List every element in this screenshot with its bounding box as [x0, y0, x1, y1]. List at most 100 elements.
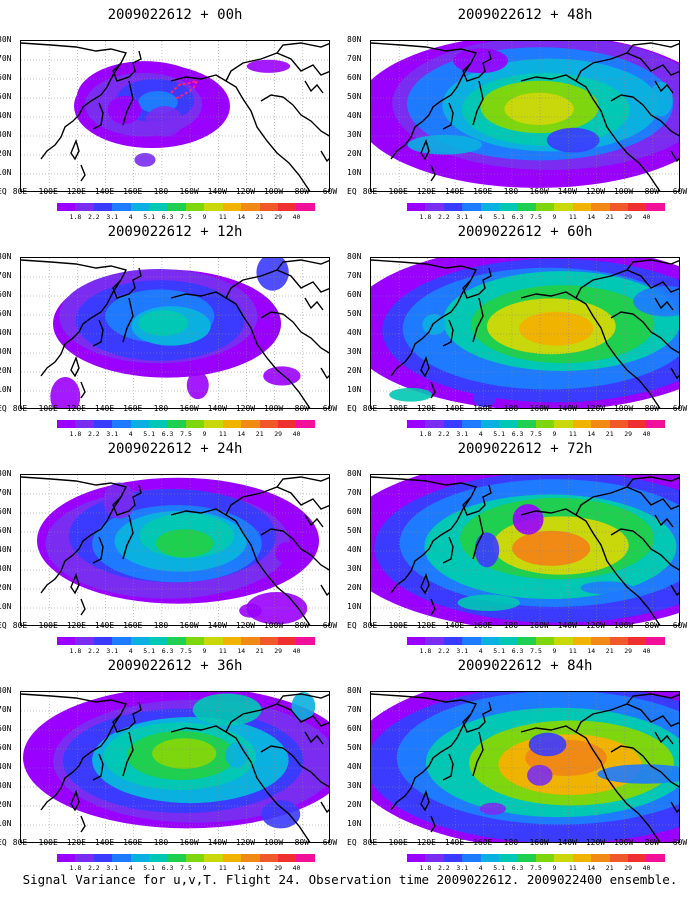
colorbar-level-label: 9	[202, 647, 207, 655]
coastline	[670, 367, 679, 380]
colorbar-level-label: 7.5	[180, 864, 192, 872]
coastline	[170, 291, 311, 408]
latitude-label: 30N	[0, 130, 12, 139]
colorbar-swatch	[591, 854, 610, 862]
longitude-label: 60W	[322, 187, 338, 196]
coastline	[520, 291, 661, 408]
latitude-label: 50N	[0, 92, 12, 101]
coastline	[304, 80, 324, 94]
forecast-panel: 2009022612 + 24h 80N 70N 60N 50N 40N 30N 20N 10N…	[0, 434, 340, 655]
colorbar-swatch	[149, 203, 168, 211]
longitude-label: 100E	[388, 621, 408, 630]
colorbar-level-label: 7.5	[530, 647, 542, 655]
latitude-label: 20N	[347, 583, 362, 592]
coastline	[575, 52, 679, 82]
colorbar-level-label: 7.5	[530, 864, 542, 872]
colorbar-swatch	[185, 854, 205, 862]
coastline	[442, 319, 454, 347]
colorbar-swatch	[278, 420, 297, 428]
latitude-label: 10N	[0, 602, 12, 611]
longitude-label: 80W	[294, 621, 310, 630]
forecast-panel: 2009022612 + 48h 80N 70N 60N 50N 40N 30N 20N 10N…	[347, 0, 690, 221]
colorbar-swatch	[296, 637, 315, 645]
longitude-label: 60W	[672, 838, 688, 847]
latitude-label: 70N	[347, 271, 362, 280]
colorbar-level-label: 4	[128, 213, 133, 221]
colorbar-level-label: 29	[624, 864, 633, 872]
latitude-label: 60N	[347, 290, 362, 299]
coastline	[654, 297, 674, 311]
colorbar-level-label: 3.1	[456, 647, 469, 655]
colorbar-swatch	[425, 420, 444, 428]
colorbar-swatch	[554, 203, 573, 211]
latitude-label: 10N	[0, 819, 12, 828]
coastline	[92, 536, 104, 564]
colorbar-swatch	[75, 854, 94, 862]
colorbar-swatch	[130, 854, 150, 862]
longitude-label: 140W	[557, 621, 577, 630]
colorbar-level-label: 21	[605, 647, 614, 655]
coastline	[670, 801, 679, 814]
variance-patch	[407, 134, 483, 155]
colorbar-level-label: 11	[568, 647, 577, 655]
colorbar-swatch	[425, 854, 444, 862]
latitude-label: 20N	[0, 149, 12, 158]
latitude-label: 30N	[347, 781, 362, 790]
colorbar-swatch	[75, 203, 94, 211]
colorbar-swatch	[185, 203, 205, 211]
coastline	[610, 745, 679, 788]
latitude-label: 40N	[347, 111, 362, 120]
latitude-label: 10N	[0, 168, 12, 177]
longitude-label: 100E	[388, 187, 408, 196]
colorbar-swatch	[572, 203, 592, 211]
colorbar-level-label: 4	[128, 647, 133, 655]
colorbar-swatch	[149, 637, 168, 645]
colorbar-swatch	[93, 637, 113, 645]
colorbar-swatch	[204, 203, 223, 211]
longitude-label: 100W	[613, 187, 634, 196]
coastline	[472, 297, 484, 343]
coastline	[420, 138, 430, 161]
colorbar-level-label: 1.8	[69, 864, 82, 872]
coastline	[610, 311, 679, 354]
variance-patch	[186, 371, 209, 400]
colorbar-level-label: 6.3	[161, 213, 174, 221]
coastline	[260, 94, 329, 137]
coastline	[170, 508, 311, 625]
colorbar-swatch	[443, 420, 463, 428]
colorbar-level-label: 21	[605, 864, 614, 872]
coastline	[654, 80, 674, 94]
variance-map	[20, 40, 330, 192]
longitude-label: 120E	[416, 187, 436, 196]
colorbar-swatch	[296, 420, 315, 428]
coastline	[420, 789, 430, 812]
longitude-label: 100E	[38, 621, 58, 630]
longitude-label: 120W	[585, 621, 606, 630]
colorbar-swatch	[222, 203, 242, 211]
coastline	[575, 269, 679, 299]
longitude-label: 120W	[235, 838, 256, 847]
colorbar-level-label: 6.3	[511, 213, 524, 221]
coastline	[21, 693, 142, 733]
colorbar-swatch	[241, 420, 260, 428]
longitude-label: 80E	[362, 838, 378, 847]
longitude-label: 120W	[585, 838, 606, 847]
variance-map	[370, 691, 680, 843]
colorbar-swatch	[204, 420, 223, 428]
colorbar-swatch	[480, 637, 500, 645]
colorbar-level-label: 5.1	[493, 430, 506, 438]
colorbar-swatch	[407, 854, 426, 862]
colorbar-level-label: 14	[237, 864, 246, 872]
coastline	[225, 269, 329, 299]
colorbar-level-label: 9	[202, 864, 207, 872]
variance-patch	[650, 81, 673, 117]
latitude-label: 40N	[0, 545, 12, 554]
variance-patch	[192, 693, 262, 726]
colorbar	[57, 637, 315, 645]
longitude-label: 60W	[322, 838, 338, 847]
longitude-label: 160W	[179, 838, 199, 847]
coastline	[320, 801, 329, 814]
latitude-label: 80N	[347, 686, 362, 695]
colorbar-level-label: 29	[274, 430, 283, 438]
latitude-label: 70N	[347, 488, 362, 497]
